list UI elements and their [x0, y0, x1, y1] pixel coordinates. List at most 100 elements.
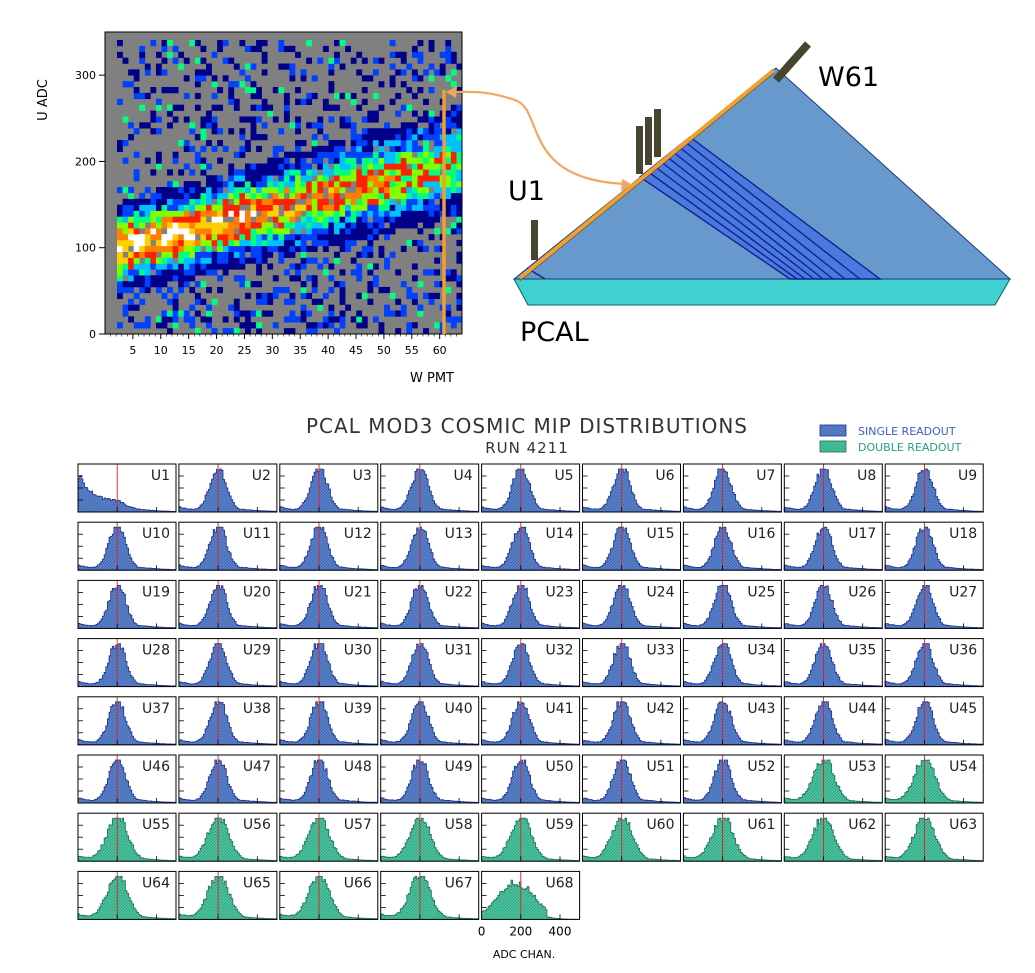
- heatmap-cell: [150, 116, 157, 123]
- heatmap-cell: [289, 292, 296, 300]
- heatmap-cell: [244, 175, 251, 182]
- heatmap-cell: [367, 210, 374, 217]
- heatmap-cell: [389, 145, 396, 153]
- heatmap-cell: [178, 251, 185, 258]
- heatmap-cell: [400, 210, 407, 217]
- histogram-bars: [783, 526, 883, 571]
- histogram-panel-u25: U25: [682, 579, 782, 629]
- heatmap-cell: [361, 169, 368, 176]
- heatmap-cell: [400, 145, 407, 153]
- heatmap-cell: [350, 98, 357, 105]
- heatmap-cell: [311, 322, 318, 329]
- panel-label: U31: [445, 643, 473, 659]
- heatmap-cell: [367, 239, 374, 247]
- heatmap-cell: [283, 328, 290, 335]
- heatmap-cell: [300, 286, 307, 294]
- heatmap-cell: [228, 175, 235, 182]
- heatmap-cell: [428, 63, 435, 70]
- heatmap-cell: [361, 157, 368, 164]
- heatmap-cell: [183, 57, 190, 64]
- heatmap-cell: [244, 63, 251, 70]
- panel-label: U19: [142, 584, 170, 600]
- heatmap-cell: [239, 192, 246, 200]
- heatmap-cell: [289, 122, 296, 129]
- histogram-panel-u49: U49: [380, 754, 480, 804]
- heatmap-cell: [183, 163, 190, 170]
- heatmap-cell: [250, 234, 257, 241]
- panel-label: U36: [949, 643, 977, 659]
- heatmap-cell: [133, 245, 140, 252]
- heatmap-cell: [428, 269, 435, 276]
- heatmap-cell: [389, 151, 396, 158]
- histogram-bars: [279, 817, 379, 862]
- heatmap-cell: [155, 222, 162, 229]
- heatmap-cell: [300, 75, 307, 82]
- heatmap-cell: [395, 157, 402, 164]
- heatmap-cell: [378, 81, 385, 88]
- histogram-panel-u35: U35: [783, 638, 883, 688]
- heatmap-cell: [211, 328, 218, 335]
- heatmap-cell: [256, 298, 262, 305]
- heatmap-cell: [411, 192, 418, 200]
- panel-label: U50: [546, 759, 574, 775]
- panel-label: U22: [445, 584, 473, 600]
- heatmap-cell: [206, 322, 212, 329]
- heatmap-cell: [295, 139, 301, 147]
- histogram-panel-u34: U34: [682, 638, 782, 688]
- heatmap-cell: [194, 210, 201, 217]
- heatmap-cell: [211, 222, 218, 229]
- heatmap-cell: [428, 45, 435, 53]
- heatmap-cell: [211, 298, 218, 305]
- heatmap-cell: [339, 292, 346, 300]
- panel-label: U45: [949, 701, 977, 717]
- heatmap-cell: [289, 210, 296, 217]
- histogram-panel-u39: U39: [279, 696, 379, 746]
- histogram-bars: [279, 526, 379, 571]
- heatmap-cell: [256, 216, 262, 223]
- legend-single-swatch: [819, 424, 847, 437]
- heatmap-cell: [117, 51, 123, 58]
- heatmap-cell: [222, 239, 229, 247]
- heatmap-cell: [406, 222, 413, 229]
- heatmap-cell: [261, 175, 268, 182]
- heatmap-cell: [423, 110, 429, 117]
- heatmap-cell: [367, 157, 374, 164]
- heatmap-cell: [423, 134, 429, 141]
- heatmap-cell: [228, 239, 235, 247]
- heatmap-cell: [117, 139, 123, 147]
- scatter-x-tick-label: 10: [154, 344, 168, 357]
- heatmap-cell: [256, 310, 262, 317]
- heatmap-cell: [423, 151, 429, 158]
- heatmap-cell: [133, 304, 140, 311]
- heatmap-cell: [384, 210, 390, 217]
- heatmap-cell: [272, 204, 279, 211]
- heatmap-cell: [445, 192, 452, 200]
- heatmap-cell: [450, 204, 457, 211]
- legend-double-swatch: [819, 440, 847, 453]
- heatmap-cell: [189, 234, 196, 241]
- heatmap-cell: [445, 151, 452, 158]
- heatmap-cell: [445, 269, 452, 276]
- heatmap-cell: [150, 251, 157, 258]
- heatmap-cell: [194, 151, 201, 158]
- heatmap-cell: [334, 163, 340, 170]
- heatmap-cell: [378, 157, 385, 164]
- heatmap-cell: [206, 116, 212, 123]
- heatmap-cell: [406, 181, 413, 188]
- heatmap-cell: [211, 116, 218, 123]
- heatmap-cell: [400, 163, 407, 170]
- histogram-bars: [582, 817, 681, 862]
- heatmap-cell: [272, 228, 279, 235]
- panel-label: U59: [546, 817, 574, 833]
- heatmap-cell: [122, 81, 129, 88]
- label-pcal: PCAL: [520, 317, 589, 348]
- heatmap-cell: [361, 251, 368, 258]
- heatmap-cell: [445, 45, 452, 53]
- heatmap-cell: [378, 134, 385, 141]
- heatmap-cell: [183, 204, 190, 211]
- heatmap-cell: [300, 216, 307, 223]
- heatmap-cell: [250, 239, 257, 247]
- heatmap-cell: [272, 116, 279, 123]
- heatmap-cell: [411, 222, 418, 229]
- heatmap-cell: [311, 286, 318, 294]
